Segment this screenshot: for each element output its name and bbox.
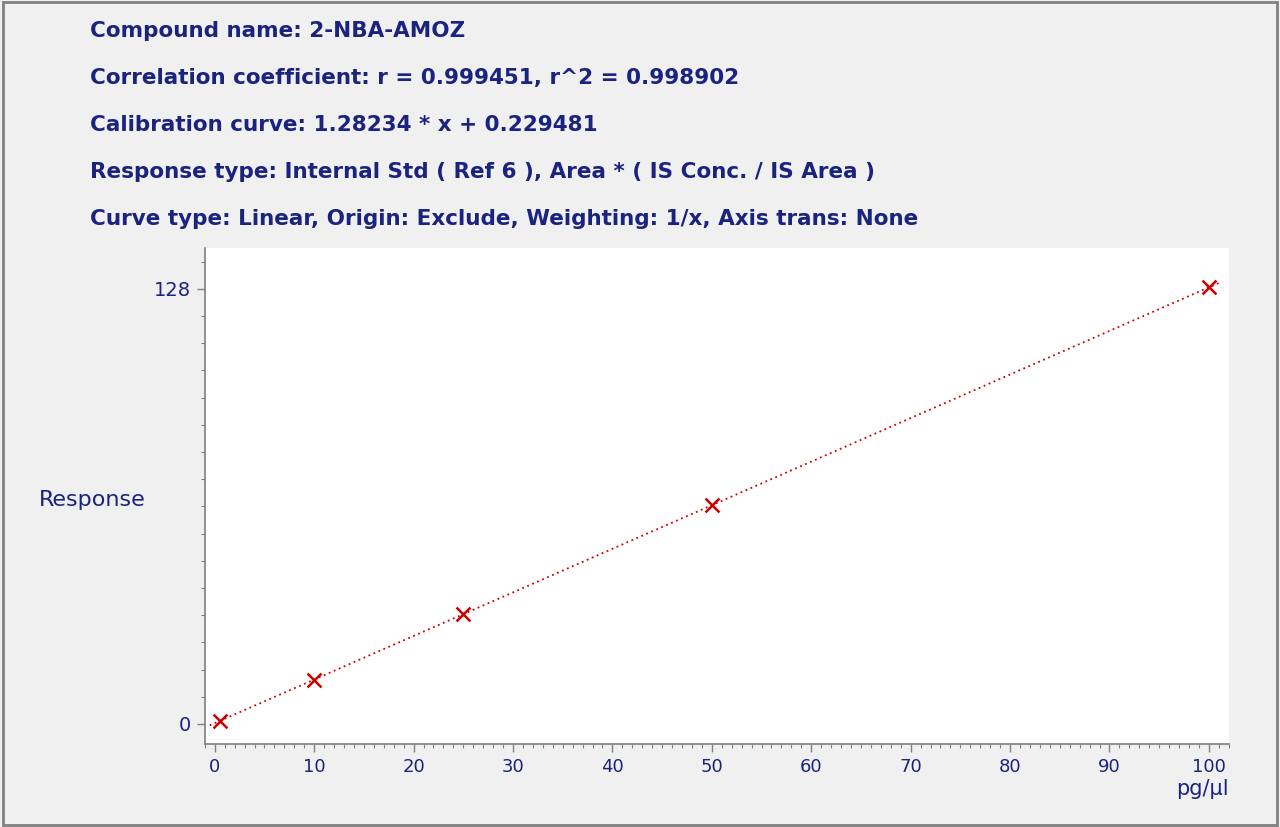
Point [701, 499, 722, 512]
Text: Calibration curve: 1.28234 * x + 0.229481: Calibration curve: 1.28234 * x + 0.22948… [90, 115, 598, 135]
Text: pg/µl: pg/µl [1176, 779, 1229, 799]
Text: Correlation coefficient: r = 0.999451, r^2 = 0.998902: Correlation coefficient: r = 0.999451, r… [90, 68, 739, 88]
Point [453, 608, 474, 621]
Text: Response type: Internal Std ( Ref 6 ), Area * ( IS Conc. / IS Area ): Response type: Internal Std ( Ref 6 ), A… [90, 162, 874, 182]
Point [1198, 280, 1219, 294]
Text: Response: Response [38, 490, 145, 510]
Point [210, 715, 230, 728]
Point [303, 673, 324, 686]
Text: Compound name: 2-NBA-AMOZ: Compound name: 2-NBA-AMOZ [90, 21, 465, 41]
Text: Curve type: Linear, Origin: Exclude, Weighting: 1/x, Axis trans: None: Curve type: Linear, Origin: Exclude, Wei… [90, 209, 918, 229]
